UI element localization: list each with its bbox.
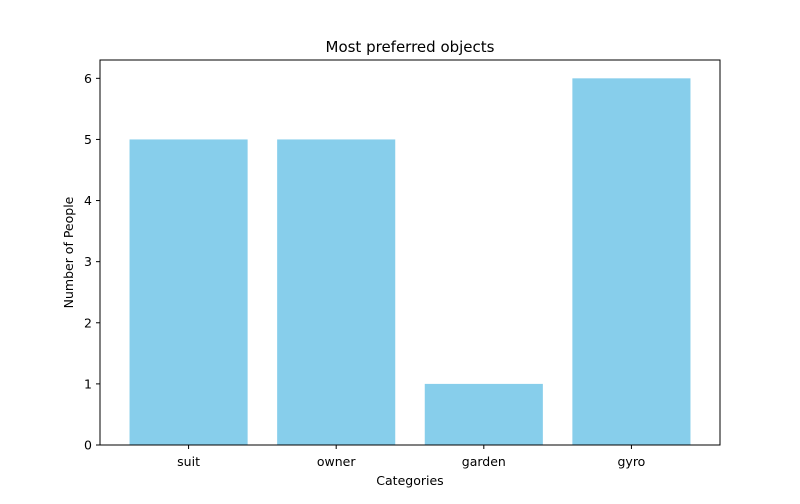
y-tick-label: 5 [84,132,92,147]
x-tick-label: garden [462,454,506,469]
chart-title: Most preferred objects [326,38,495,56]
y-tick-label: 2 [84,315,92,330]
y-tick-label: 4 [84,193,92,208]
bars-layer [129,78,691,445]
plot-frame [99,59,721,446]
x-axis-label: Categories [376,473,443,488]
y-axis-ticks: 0 1 2 3 4 5 6 [84,71,100,453]
x-tick-label: gyro [617,454,645,469]
y-tick-label: 1 [84,376,92,391]
y-tick-label: 3 [84,254,92,269]
bar-gyro [572,78,691,445]
y-axis-label: Number of People [61,196,76,308]
y-tick-label: 0 [84,438,92,453]
x-tick-label: suit [177,454,200,469]
x-axis-ticks: suit owner garden gyro [177,445,645,469]
bar-owner [277,139,396,445]
x-tick-label: owner [317,454,356,469]
bar-suit [129,139,248,445]
bar-garden [424,383,543,445]
y-tick-label: 6 [84,71,92,86]
